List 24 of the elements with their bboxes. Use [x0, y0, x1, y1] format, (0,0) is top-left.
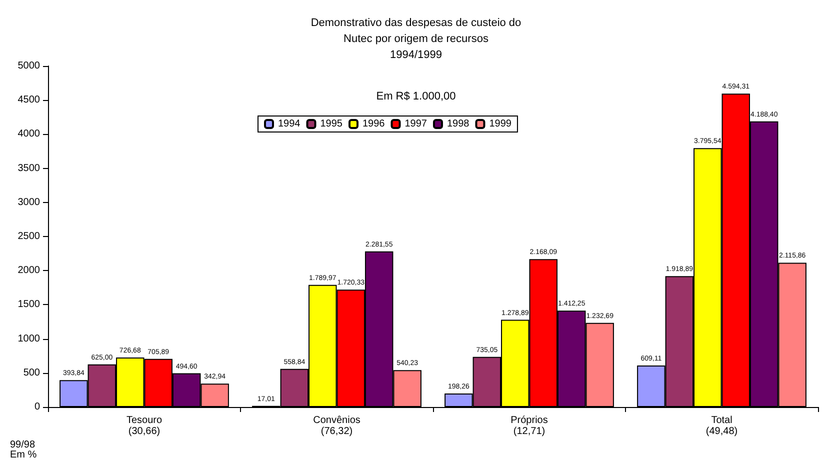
y-tick-label: 2000 — [18, 265, 40, 276]
text: Em R$ 1.000,00 — [376, 90, 456, 102]
y-tick-label: 4000 — [18, 128, 40, 140]
y-tick-label: 500 — [23, 367, 40, 378]
chart-title: Demonstrativo das despesas de custeio do Nutec por origem de recursos 1994/1999 — [310, 17, 522, 61]
y-tick-label: 4500 — [18, 94, 40, 106]
y-tick-label: 2500 — [18, 231, 40, 242]
x-tick-label: Total (49,48) — [706, 415, 738, 437]
y-tick-label: 1500 — [18, 299, 40, 310]
legend-label: 1998 — [446, 118, 470, 130]
legend-label: 1994 — [278, 118, 301, 130]
x-tick-label: Próprios (12,71) — [510, 415, 548, 437]
legend-label: 1997 — [404, 118, 428, 130]
y-tick-label: 0 — [34, 402, 40, 412]
text: 99/98 Em % — [10, 440, 37, 460]
y-tick-label: 5000 — [18, 60, 40, 72]
legend-label: 1995 — [320, 118, 343, 130]
legend-label: 1999 — [489, 118, 512, 130]
y-tick-label: 1000 — [18, 333, 40, 344]
legend-label: 1996 — [362, 118, 386, 130]
y-tick-label: 3500 — [18, 162, 40, 174]
x-tick-label: Convênios (76,32) — [313, 415, 360, 437]
x-tick-label: Tesouro (30,66) — [126, 415, 162, 437]
y-tick-label: 3000 — [18, 196, 40, 208]
